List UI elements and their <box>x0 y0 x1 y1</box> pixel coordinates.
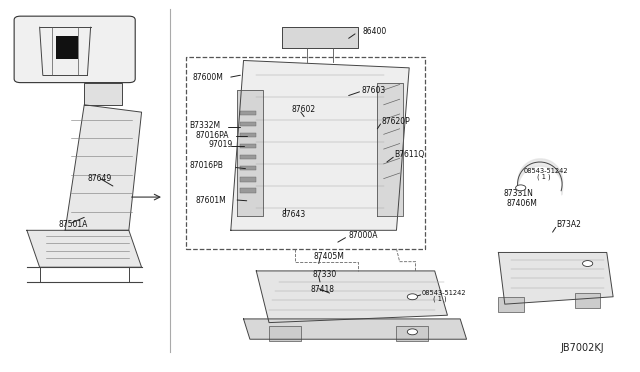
Bar <box>396 326 428 341</box>
Text: 87330: 87330 <box>312 270 337 279</box>
Circle shape <box>516 185 526 191</box>
Text: S: S <box>586 261 589 266</box>
Polygon shape <box>84 83 122 105</box>
Text: 87649: 87649 <box>88 174 111 183</box>
Circle shape <box>582 260 593 266</box>
Text: JB7002KJ: JB7002KJ <box>561 343 605 353</box>
Text: ( 1 ): ( 1 ) <box>433 295 447 302</box>
Polygon shape <box>65 105 141 230</box>
Bar <box>241 144 256 148</box>
Text: 87501A: 87501A <box>59 220 88 229</box>
Text: ( 1 ): ( 1 ) <box>537 173 550 180</box>
Polygon shape <box>231 61 409 230</box>
Text: 87601M: 87601M <box>196 196 227 205</box>
Bar <box>241 111 256 115</box>
Text: 87406M: 87406M <box>506 199 537 208</box>
Bar <box>56 36 78 59</box>
Bar <box>241 166 256 170</box>
Text: B73A2: B73A2 <box>556 220 580 229</box>
FancyBboxPatch shape <box>14 16 135 83</box>
Text: 87602: 87602 <box>291 105 316 115</box>
Text: 87620P: 87620P <box>382 117 411 126</box>
Text: 87643: 87643 <box>282 210 306 219</box>
Text: 87016PB: 87016PB <box>189 161 223 170</box>
Text: 87331N: 87331N <box>504 189 533 198</box>
FancyBboxPatch shape <box>186 57 425 249</box>
Text: S: S <box>411 294 414 299</box>
Text: 87000A: 87000A <box>349 231 378 240</box>
Text: 87016PA: 87016PA <box>196 131 229 140</box>
Polygon shape <box>282 27 358 48</box>
Circle shape <box>407 329 417 335</box>
Bar <box>269 326 301 341</box>
Text: S: S <box>411 329 414 334</box>
Text: S: S <box>519 185 522 190</box>
Circle shape <box>407 294 417 300</box>
Text: 08543-51242: 08543-51242 <box>524 168 568 174</box>
Text: B7332M: B7332M <box>189 121 221 129</box>
Polygon shape <box>237 90 262 215</box>
Polygon shape <box>378 83 403 215</box>
Polygon shape <box>27 230 141 267</box>
Text: 86400: 86400 <box>363 27 387 36</box>
Polygon shape <box>244 319 467 339</box>
Bar <box>241 177 256 182</box>
Bar <box>575 293 600 308</box>
Bar <box>241 155 256 160</box>
Text: 97019: 97019 <box>209 140 233 149</box>
Text: 08543-51242: 08543-51242 <box>422 290 467 296</box>
Text: B7611Q: B7611Q <box>394 150 425 159</box>
Bar <box>241 188 256 193</box>
Polygon shape <box>499 253 613 304</box>
Text: 87418: 87418 <box>310 285 335 294</box>
Polygon shape <box>256 271 447 323</box>
Text: 87603: 87603 <box>362 86 386 94</box>
Bar <box>499 297 524 311</box>
Bar <box>241 122 256 126</box>
Bar <box>241 133 256 137</box>
Text: 87600M: 87600M <box>193 73 223 81</box>
Text: 87405M: 87405M <box>314 251 344 261</box>
